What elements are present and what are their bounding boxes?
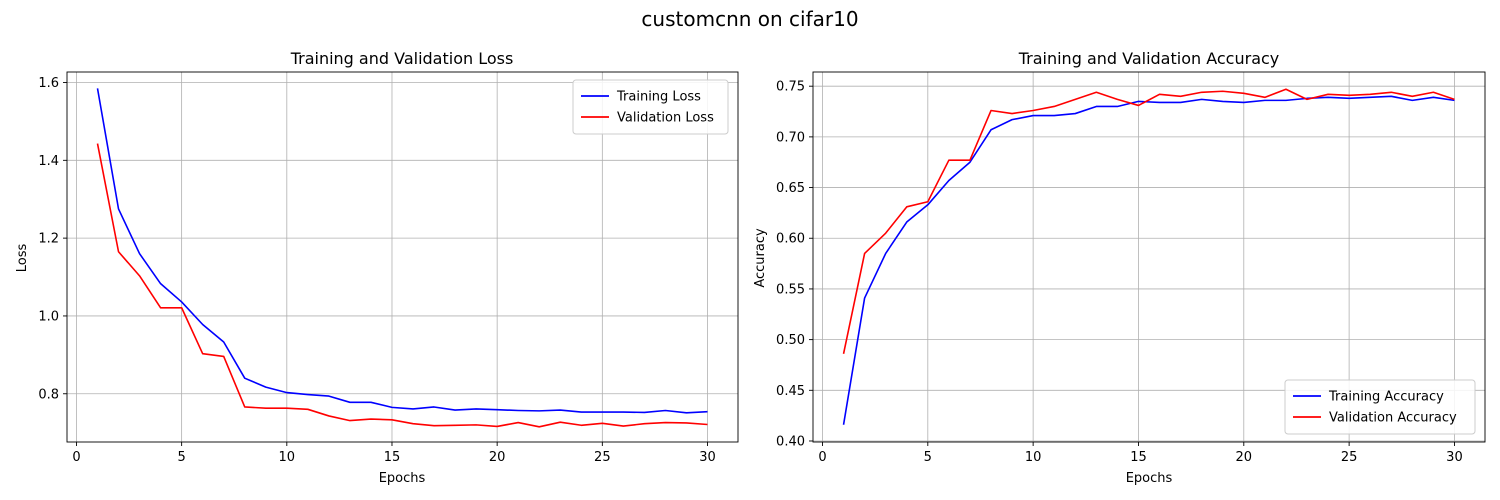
accuracy-chart-legend-box bbox=[1284, 379, 1476, 435]
accuracy-chart-y-tick-label: 0.50 bbox=[776, 333, 805, 348]
accuracy-chart-xlabel: Epochs bbox=[1126, 471, 1173, 486]
loss-chart-legend-label: Training Loss bbox=[616, 90, 701, 105]
loss-chart-legend-label: Validation Loss bbox=[617, 111, 714, 126]
loss-chart-title: Training and Validation Loss bbox=[290, 49, 514, 68]
loss-chart: Training and Validation Loss Epochs Loss… bbox=[15, 49, 739, 486]
accuracy-chart-x-tick-label: 20 bbox=[1236, 450, 1253, 465]
accuracy-chart-x-tick-label: 0 bbox=[818, 450, 826, 465]
accuracy-chart-x-tick-label: 10 bbox=[1025, 450, 1042, 465]
accuracy-chart-y-tick-label: 0.40 bbox=[776, 434, 805, 449]
accuracy-chart-series-validation-accuracy bbox=[842, 88, 1455, 354]
loss-chart-ylabel: Loss bbox=[15, 244, 30, 273]
loss-chart-axes-frame bbox=[66, 71, 739, 443]
loss-chart-x-tick-label: 15 bbox=[384, 450, 401, 465]
accuracy-chart-y-tick-label: 0.75 bbox=[776, 80, 805, 95]
accuracy-chart-ylabel: Accuracy bbox=[753, 228, 768, 288]
loss-chart-y-tick-label: 1.6 bbox=[38, 76, 59, 91]
loss-chart-y-tick-label: 1.4 bbox=[38, 154, 59, 169]
loss-chart-xlabel: Epochs bbox=[379, 471, 426, 486]
accuracy-chart-y-tick-label: 0.55 bbox=[776, 282, 805, 297]
loss-chart-legend-box bbox=[572, 79, 729, 135]
figure-suptitle: customcnn on cifar10 bbox=[641, 7, 858, 31]
accuracy-chart-legend-label: Training Accuracy bbox=[1328, 390, 1444, 405]
loss-chart-y-tick-label: 0.8 bbox=[38, 387, 59, 402]
loss-chart-x-tick-label: 0 bbox=[72, 450, 80, 465]
loss-chart-y-tick-label: 1.2 bbox=[38, 232, 59, 247]
loss-chart-x-tick-label: 25 bbox=[594, 450, 611, 465]
accuracy-chart-y-tick-label: 0.60 bbox=[776, 232, 805, 247]
accuracy-chart-x-tick-label: 5 bbox=[924, 450, 932, 465]
loss-chart-x-tick-label: 30 bbox=[699, 450, 716, 465]
accuracy-chart-x-tick-label: 30 bbox=[1446, 450, 1463, 465]
accuracy-chart-title: Training and Validation Accuracy bbox=[1018, 49, 1280, 68]
accuracy-chart-y-tick-label: 0.65 bbox=[776, 181, 805, 196]
loss-chart-x-tick-label: 20 bbox=[489, 450, 506, 465]
loss-chart-y-tick-label: 1.0 bbox=[38, 309, 59, 324]
accuracy-chart: Training and Validation Accuracy Epochs … bbox=[753, 49, 1486, 486]
loss-chart-series-validation-loss bbox=[96, 143, 708, 428]
accuracy-chart-y-tick-label: 0.45 bbox=[776, 384, 805, 399]
loss-chart-legend: Training Loss Validation Loss bbox=[572, 79, 729, 135]
loss-chart-x-tick-label: 5 bbox=[177, 450, 185, 465]
accuracy-chart-series-training-accuracy bbox=[842, 95, 1455, 425]
accuracy-chart-axes-frame bbox=[812, 71, 1486, 443]
accuracy-chart-x-tick-label: 15 bbox=[1130, 450, 1147, 465]
loss-chart-x-tick-label: 10 bbox=[279, 450, 296, 465]
accuracy-chart-legend-label: Validation Accuracy bbox=[1329, 411, 1457, 426]
accuracy-chart-y-tick-label: 0.70 bbox=[776, 130, 805, 145]
accuracy-chart-legend: Training Accuracy Validation Accuracy bbox=[1284, 379, 1476, 435]
accuracy-chart-x-tick-label: 25 bbox=[1341, 450, 1358, 465]
loss-chart-series-training-loss bbox=[96, 88, 708, 414]
